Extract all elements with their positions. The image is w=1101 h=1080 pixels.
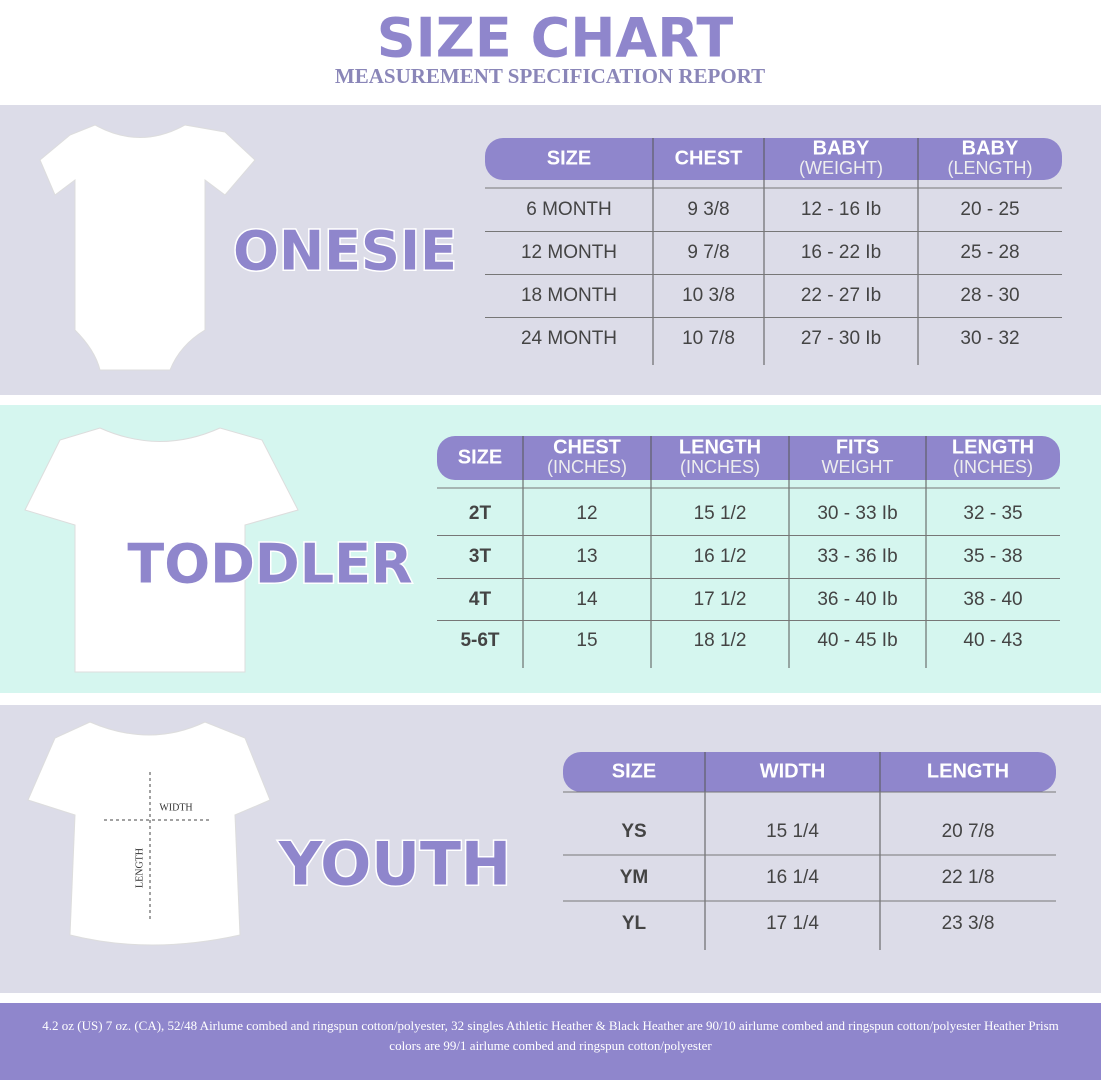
table-cell: 10 7/8: [682, 328, 735, 349]
table-cell: 40 - 43: [963, 630, 1022, 651]
table-cell: 24 MONTH: [521, 328, 617, 349]
table-cell: 16 - 22 Ib: [801, 242, 881, 263]
header-cell: FITS: [836, 436, 879, 458]
table-cell: 5-6T: [460, 630, 499, 651]
table-cell: 15 1/4: [766, 821, 819, 842]
table-cell: 35 - 38: [963, 546, 1022, 567]
table-cell: 2T: [469, 503, 492, 524]
table-cell: 13: [576, 546, 597, 567]
table-cell: 9 3/8: [687, 199, 729, 220]
header-cell: BABY: [962, 137, 1019, 159]
table-cell: 23 3/8: [942, 913, 995, 934]
header-cell: SIZE: [458, 446, 502, 468]
section-label: YOUTH: [278, 830, 511, 900]
table-cell: 20 - 25: [960, 199, 1019, 220]
section-label: TODDLER: [127, 533, 412, 596]
table-cell: YS: [621, 821, 646, 842]
table-cell: 6 MONTH: [526, 199, 612, 220]
header-cell: CHEST: [675, 147, 743, 169]
table-cell: 18 MONTH: [521, 285, 617, 306]
table-cell: 17 1/4: [766, 913, 819, 934]
header-cell: SIZE: [612, 760, 656, 782]
table-cell: 15 1/2: [694, 503, 747, 524]
table-cell: 36 - 40 Ib: [817, 589, 897, 610]
table-cell: 20 7/8: [942, 821, 995, 842]
table-cell: 12 MONTH: [521, 242, 617, 263]
toddler-image: [24, 427, 299, 673]
table-cell: 40 - 45 Ib: [817, 630, 897, 651]
header-cell: (INCHES): [547, 457, 627, 477]
width-label: WIDTH: [159, 802, 192, 813]
header-bar: [437, 436, 1060, 480]
table-cell: 16 1/2: [694, 546, 747, 567]
header-bar: [563, 752, 1056, 792]
table-cell: 10 3/8: [682, 285, 735, 306]
table-cell: 14: [576, 589, 598, 610]
table-cell: 17 1/2: [694, 589, 747, 610]
header-cell: (INCHES): [953, 457, 1033, 477]
header-cell: BABY: [813, 137, 870, 159]
youth-image: [27, 721, 271, 946]
table-cell: YL: [622, 913, 647, 934]
table-cell: 3T: [469, 546, 492, 567]
table-cell: 25 - 28: [960, 242, 1019, 263]
table-cell: 32 - 35: [963, 503, 1022, 524]
header-cell: LENGTH: [927, 760, 1009, 782]
table-cell: 22 - 27 Ib: [801, 285, 881, 306]
table-cell: 16 1/4: [766, 867, 819, 888]
table-cell: 22 1/8: [942, 867, 995, 888]
table-cell: 9 7/8: [687, 242, 729, 263]
table-cell: YM: [620, 867, 649, 888]
header-cell: (WEIGHT): [799, 158, 883, 178]
section-label: ONESIE: [233, 220, 457, 283]
table-cell: 28 - 30: [960, 285, 1019, 306]
table-cell: 12: [576, 503, 597, 524]
header-cell: LENGTH: [952, 436, 1034, 458]
table-cell: 4T: [469, 589, 492, 610]
footer-text: 4.2 oz (US) 7 oz. (CA), 52/48 Airlume co…: [42, 1018, 1059, 1053]
header-cell: SIZE: [547, 147, 591, 169]
length-label: LENGTH: [134, 848, 145, 888]
table-cell: 15: [576, 630, 597, 651]
footer-panel: [0, 1003, 1101, 1080]
table-cell: 18 1/2: [694, 630, 747, 651]
title: SIZE CHART: [377, 7, 734, 70]
onesie-image: [39, 124, 256, 371]
header-cell: WEIGHT: [822, 457, 894, 477]
header-cell: CHEST: [553, 436, 621, 458]
header-cell: (INCHES): [680, 457, 760, 477]
header-cell: WIDTH: [760, 760, 826, 782]
table-cell: 30 - 32: [960, 328, 1019, 349]
table-cell: 33 - 36 Ib: [817, 546, 897, 567]
header-cell: (LENGTH): [948, 158, 1033, 178]
measure-lines: [104, 772, 212, 920]
table-cell: 30 - 33 Ib: [817, 503, 897, 524]
table-cell: 38 - 40: [963, 589, 1022, 610]
table-cell: 12 - 16 Ib: [801, 199, 881, 220]
table-cell: 27 - 30 Ib: [801, 328, 881, 349]
subtitle: MEASUREMENT SPECIFICATION REPORT: [335, 64, 765, 88]
header-cell: LENGTH: [679, 436, 761, 458]
